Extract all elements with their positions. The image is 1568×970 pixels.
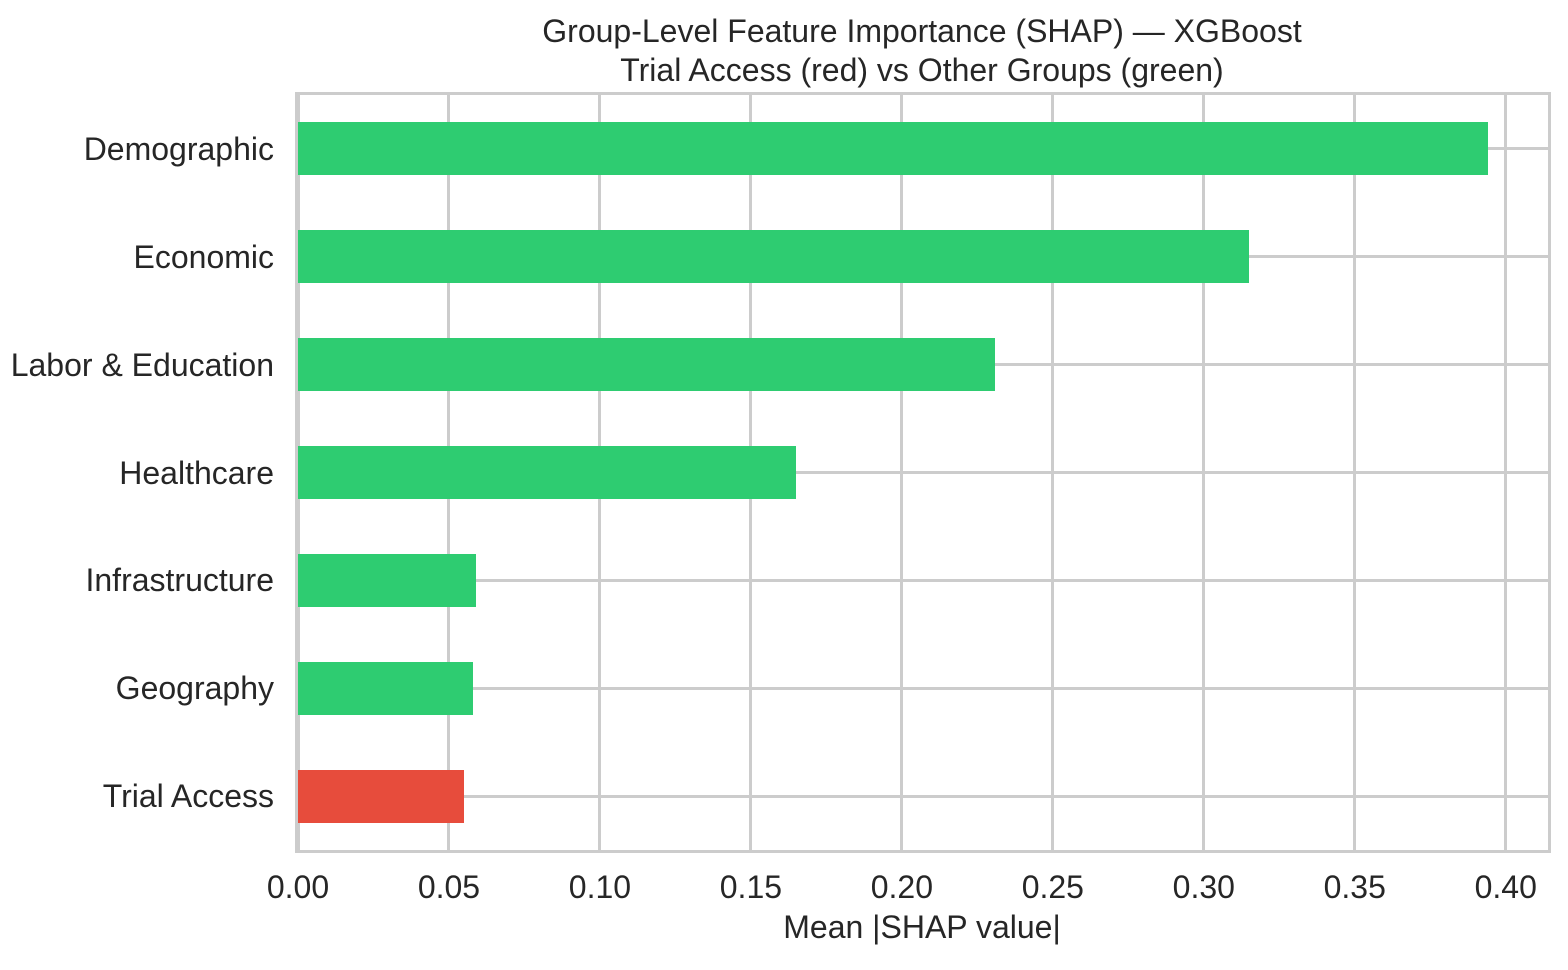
y-tick-label-demographic: Demographic [83,130,274,167]
chart-title-line1: Group-Level Feature Importance (SHAP) — … [542,13,1302,49]
y-tick-label-labor-education: Labor & Education [10,346,274,383]
bar-infrastructure [298,553,477,607]
bar-healthcare [298,446,797,499]
gridline-vertical-0.20 [900,95,904,850]
y-tick-label-trial-access: Trial Access [102,778,274,815]
gridline-horizontal-geography [298,686,1548,690]
gridline-vertical-0.35 [1353,95,1357,850]
y-tick-label-economic: Economic [133,238,275,275]
x-tick-label-0.30: 0.30 [1172,869,1235,905]
x-tick-label-0.10: 0.10 [568,869,632,905]
gridline-horizontal-infrastructure [298,578,1548,582]
x-tick-label-0.15: 0.15 [719,869,783,905]
x-tick-label-0.25: 0.25 [1021,869,1084,905]
gridline-horizontal-trial-access [298,794,1548,798]
bar-demographic [298,122,1488,176]
gridline-vertical-0.40 [1504,95,1508,850]
x-tick-label-0.35: 0.35 [1323,869,1386,905]
y-tick-label-healthcare: Healthcare [119,454,274,491]
x-axis-label: Mean |SHAP value| [783,909,1061,945]
x-tick-label-0.40: 0.40 [1474,869,1537,905]
x-tick-label-0.00: 0.00 [266,869,330,905]
x-tick-label-0.05: 0.05 [417,869,481,905]
gridline-vertical-0.25 [1051,95,1055,850]
x-tick-label-0.20: 0.20 [870,869,933,905]
gridline-horizontal-healthcare [298,471,1548,474]
bar-economic [298,230,1250,284]
bar-labor-education [298,338,996,392]
bar-trial-access [298,769,465,823]
plot-area [295,92,1551,853]
chart-title-line2: Trial Access (red) vs Other Groups (gree… [620,52,1224,88]
bar-geography [298,661,474,715]
y-tick-label-infrastructure: Infrastructure [85,562,274,599]
gridline-vertical-0.30 [1202,95,1206,850]
y-tick-label-geography: Geography [115,670,274,707]
chart-title: Group-Level Feature Importance (SHAP) — … [542,12,1301,90]
